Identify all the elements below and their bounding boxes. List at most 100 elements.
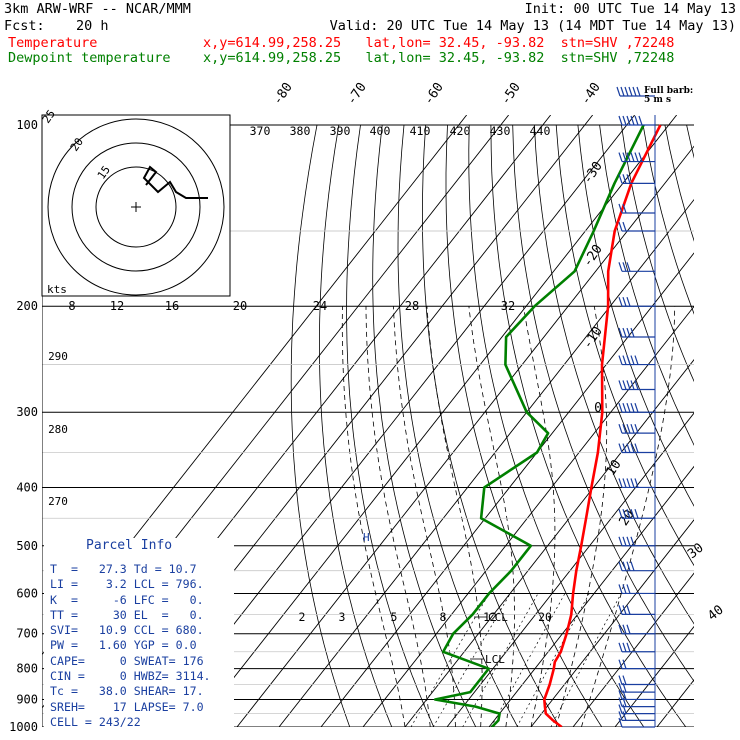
wind-barb-flag (626, 509, 631, 519)
wind-barb-flag (630, 115, 635, 126)
pressure-tick-label: 900 (16, 692, 38, 706)
wind-barb-flag (618, 262, 623, 272)
parcel-info-row: PW = 1.60 YGP = 0.0 (50, 638, 197, 653)
wind-barb-flag (638, 152, 643, 162)
wind-barb-flag (626, 624, 631, 634)
wind-barb-flag (618, 605, 623, 615)
wind-barb-flag (618, 717, 623, 728)
wind-barb-flag (634, 152, 639, 162)
moist-adiabat-line (393, 306, 456, 727)
dry-adiabat-line (372, 124, 477, 727)
wind-barb-flag (634, 509, 639, 519)
hodograph-ring (71, 142, 201, 272)
wind-barb-flag (618, 509, 623, 519)
theta-side-label: 290 (48, 350, 68, 363)
wind-barb-flag (622, 536, 627, 546)
temperature-location: x,y=614.99,258.25 lat,lon= 32.45, -93.82… (203, 35, 675, 51)
wind-barb-flag (622, 203, 627, 214)
hodograph-speed-label: 24 (313, 299, 327, 313)
theta-label: 430 (490, 124, 511, 138)
hodograph-speed-label: 32 (501, 299, 515, 313)
mixing-ratio-line (410, 593, 490, 727)
isotherm-line (488, 465, 694, 727)
barb-key-title: Full barb: (644, 86, 694, 96)
moist-adiabat-line (341, 306, 406, 727)
wind-barb-flag (622, 509, 627, 519)
parcel-info-row: Tc = 38.0 SHEAR= 17. (50, 684, 204, 699)
wind-barb-flag (618, 624, 623, 634)
isotherm-label: -80 (270, 80, 296, 108)
wind-barb-flag (634, 478, 639, 488)
wind-barb-flag (634, 403, 639, 413)
pressure-tick-label: 300 (16, 405, 38, 419)
wind-barb-flag (618, 174, 623, 184)
valid-time: Valid: 20 UTC Tue 14 May 13 (14 MDT Tue … (329, 18, 736, 34)
hodograph-speed-label: 8 (68, 299, 75, 313)
pressure-tick-label: 600 (16, 586, 38, 600)
parcel-info-row: K = -6 LFC = 0. (50, 592, 204, 607)
wind-barb-flag (622, 115, 627, 126)
wind-barb-flag (626, 561, 631, 571)
wind-barb-flag (622, 443, 627, 453)
isotherm-label: -50 (498, 80, 524, 108)
wind-barb-flag (622, 584, 627, 594)
dry-adiabat-line (318, 124, 393, 727)
hodograph-speed-label: 28 (405, 299, 419, 313)
hodograph-ring-label: 20 (68, 135, 86, 153)
wind-barb-flag (622, 355, 627, 365)
parcel-info-row: LI = 3.2 LCL = 796. (50, 577, 204, 592)
model-title: 3km ARW-WRF -- NCAR/MMM (4, 1, 191, 17)
isotherm-line (362, 305, 694, 727)
isotherm-line (236, 145, 694, 727)
wind-barb-flag (630, 561, 635, 571)
dry-adiabat-line (686, 124, 694, 159)
hodograph-ring-label: 15 (95, 163, 113, 181)
parcel-info-row: CIN = 0 HWBZ= 3114. (50, 669, 211, 684)
wind-barb-flag (622, 423, 627, 434)
parcel-info-row: TT = 30 EL = 0. (50, 607, 204, 622)
parcel-info-row: CELL = 243/22 (50, 714, 141, 729)
parcel-info-row: SREH= 17 LAPSE= 7.0 (50, 699, 204, 714)
isotherm-line (404, 359, 694, 727)
wind-barb-flag (634, 380, 639, 390)
dewpoint-legend: Dewpoint temperature (8, 50, 171, 66)
h-label: H (363, 531, 370, 544)
pressure-tick-label: 100 (16, 118, 38, 132)
wind-barb-flag (626, 355, 631, 365)
wind-barb-flag (626, 297, 631, 307)
theta-label: 390 (330, 124, 351, 138)
wind-barb-flag (618, 536, 623, 546)
wind-barb-flag (626, 152, 631, 162)
hodograph-ring (47, 118, 225, 296)
dry-adiabat-line (555, 124, 694, 567)
wind-barb-flag (618, 584, 623, 594)
wind-barb-flag (618, 682, 623, 693)
wind-barb-flag (622, 262, 627, 272)
dry-adiabat-line (445, 124, 603, 727)
barb-key-flag (632, 86, 637, 97)
hodograph-ring-label: 25 (40, 107, 58, 125)
wind-barb-flag (622, 624, 627, 634)
wind-barb-flag (630, 380, 635, 390)
dry-adiabat-line (512, 124, 694, 682)
barb-key-flag (616, 86, 621, 97)
wind-barb-flag (630, 403, 635, 413)
temperature-legend: Temperature (8, 35, 98, 51)
wind-barb-flag (618, 403, 623, 413)
wind-barb-flag (622, 478, 627, 488)
wind-barb-flag (630, 152, 635, 162)
wind-barb-flag (626, 536, 631, 546)
theta-label: 420 (450, 124, 471, 138)
wind-barb-flag (634, 115, 639, 126)
parcel-info-title: Parcel Info (86, 538, 173, 553)
barb-key-flag (628, 86, 633, 97)
isotherm-line (530, 519, 694, 727)
wind-barb-flag (618, 711, 623, 721)
wind-barb-flag (618, 327, 623, 338)
wind-barb-flag (622, 297, 627, 307)
mixing-ratio-label: 20 (538, 610, 552, 624)
theta-label: 410 (410, 124, 431, 138)
dry-adiabat-line (534, 124, 694, 625)
wind-barb-flag (630, 327, 635, 338)
hodograph-speed-label: 12 (110, 299, 124, 313)
